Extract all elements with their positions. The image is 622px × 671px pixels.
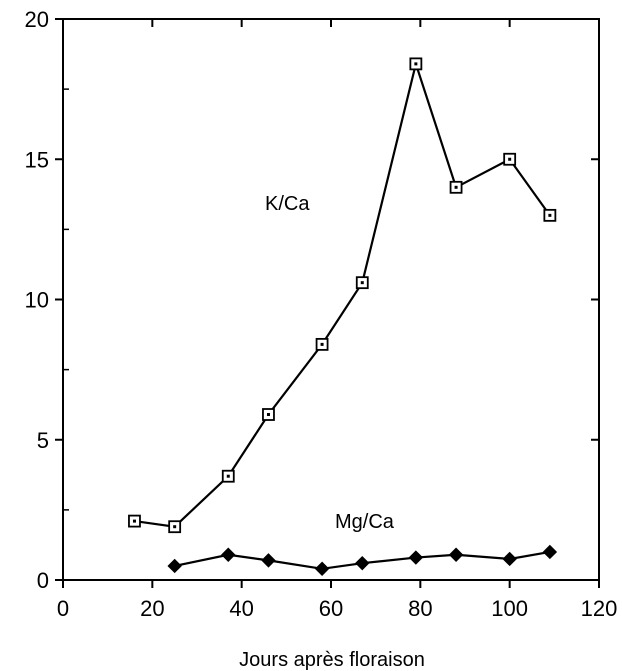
data-point-center-k-ca bbox=[173, 525, 177, 529]
series-label-k-ca: K/Ca bbox=[265, 193, 310, 215]
data-point-mg-ca bbox=[167, 558, 182, 574]
data-point-center-k-ca bbox=[320, 342, 324, 346]
data-point-mg-ca bbox=[408, 550, 424, 565]
data-point-mg-ca bbox=[355, 555, 370, 571]
plot-frame bbox=[62, 18, 600, 581]
x-tick-label: 20 bbox=[140, 596, 164, 621]
series-label-mg-ca: Mg/Ca bbox=[335, 511, 395, 533]
data-point-center-k-ca bbox=[454, 185, 458, 189]
data-point-mg-ca bbox=[448, 547, 464, 562]
ticks: 0 20 40 60 80 100 120 0 5 10 15 20 bbox=[25, 7, 618, 621]
data-point-center-k-ca bbox=[266, 413, 270, 417]
x-tick-label: 60 bbox=[319, 596, 343, 621]
y-tick-label: 0 bbox=[37, 568, 49, 593]
series-line-k-ca bbox=[134, 59, 551, 528]
data-point-mg-ca bbox=[542, 544, 558, 560]
data-point-center-k-ca bbox=[360, 281, 364, 285]
x-tick-label: 80 bbox=[408, 596, 432, 621]
series-layer bbox=[128, 57, 558, 576]
data-point-mg-ca bbox=[314, 561, 330, 576]
data-point-center-k-ca bbox=[132, 519, 136, 523]
x-tick-label: 40 bbox=[229, 596, 253, 621]
data-point-center-k-ca bbox=[414, 62, 418, 66]
x-axis-title: Jours après floraison bbox=[239, 649, 425, 671]
data-point-center-k-ca bbox=[508, 157, 512, 161]
data-point-mg-ca bbox=[221, 547, 236, 562]
data-point-center-k-ca bbox=[548, 213, 552, 217]
x-tick-label: 0 bbox=[57, 596, 69, 621]
data-point-center-k-ca bbox=[226, 474, 230, 478]
y-tick-label: 15 bbox=[25, 147, 49, 172]
x-tick-label: 120 bbox=[581, 596, 618, 621]
y-tick-label: 10 bbox=[25, 288, 49, 313]
axes bbox=[62, 18, 600, 581]
data-point-mg-ca bbox=[502, 551, 517, 567]
x-tick-label: 100 bbox=[491, 596, 528, 621]
y-tick-label: 5 bbox=[37, 428, 49, 453]
data-point-mg-ca bbox=[261, 553, 276, 568]
y-tick-label: 20 bbox=[25, 7, 49, 32]
